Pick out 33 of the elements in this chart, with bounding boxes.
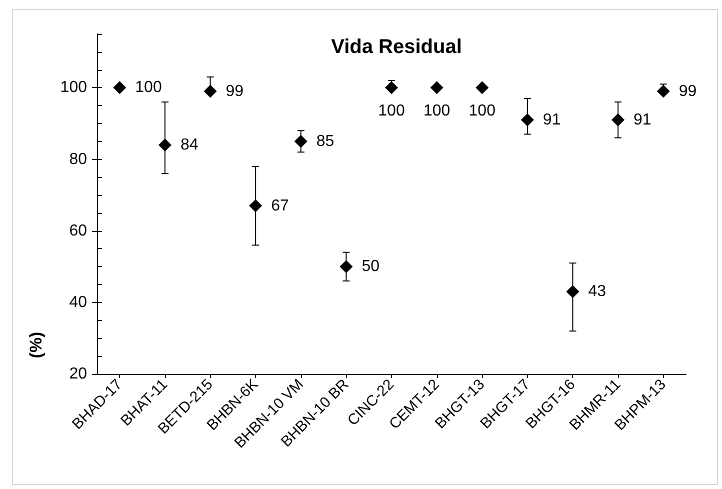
y-tick-label: 40 bbox=[69, 294, 88, 311]
data-label: 100 bbox=[135, 79, 162, 96]
y-tick-label: 80 bbox=[69, 150, 88, 168]
data-label: 67 bbox=[271, 197, 289, 214]
point bbox=[249, 199, 262, 212]
chart-title: Vida Residual bbox=[331, 36, 462, 58]
point bbox=[340, 260, 353, 274]
y-tick-label: 20 bbox=[69, 366, 88, 382]
point bbox=[158, 138, 172, 152]
point bbox=[430, 81, 444, 94]
data-label: 50 bbox=[362, 258, 380, 276]
data-label: 99 bbox=[226, 82, 244, 100]
point bbox=[656, 84, 670, 98]
data-label: 100 bbox=[468, 102, 496, 120]
data-label: 100 bbox=[423, 102, 450, 120]
data-label: 84 bbox=[180, 136, 198, 154]
y-axis-title: (%) bbox=[26, 332, 46, 358]
point bbox=[476, 81, 489, 94]
data-label: 43 bbox=[588, 283, 606, 300]
data-label: 91 bbox=[634, 111, 652, 128]
data-label: 99 bbox=[678, 82, 697, 100]
point bbox=[113, 81, 126, 94]
point bbox=[566, 285, 580, 298]
point bbox=[520, 113, 534, 126]
y-tick-label: 100 bbox=[60, 79, 88, 96]
data-label: 91 bbox=[542, 111, 561, 128]
data-label: 85 bbox=[316, 132, 334, 150]
point bbox=[612, 113, 625, 126]
point bbox=[385, 81, 398, 94]
point bbox=[294, 134, 308, 148]
data-label: 100 bbox=[378, 102, 405, 120]
point bbox=[204, 84, 217, 98]
y-tick-label: 60 bbox=[69, 222, 88, 240]
